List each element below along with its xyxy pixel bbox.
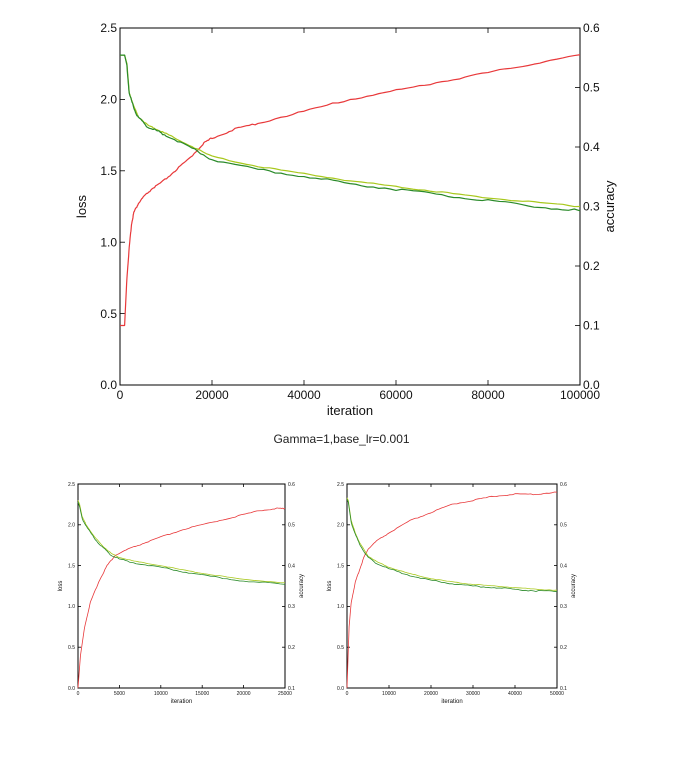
y-tick-label: 1.5 [100,164,117,178]
x-tick-label: 20000 [424,691,438,697]
y2-tick-label: 0.4 [288,563,295,569]
test-loss-line [119,54,581,212]
x-tick-label: 0 [346,691,349,697]
x-tick-label: 20000 [195,388,229,402]
y-tick-label: 1.0 [68,604,75,610]
x-tick-label: 100000 [560,388,600,402]
chart-small_right: 0 10000 20000 30000 40000 50000 0.0 0.5 1.0 1.5 2.… [327,482,577,705]
y-axis-label: loss [58,581,64,592]
x-tick-label: 40000 [508,691,522,697]
y-axis-label: loss [327,581,333,592]
y2-axis-label: accuracy [602,180,617,233]
y2-tick-label: 0.3 [583,200,600,214]
y2-tick-label: 0.3 [288,604,295,610]
x-axis-label: iteration [171,699,192,705]
y2-tick-label: 0.2 [583,259,600,273]
x-tick-label: 40000 [287,388,321,402]
accuracy-line [119,54,581,327]
y2-axis-label: accuracy [299,574,305,598]
y2-tick-label: 0.2 [560,645,567,651]
y-tick-label: 2.0 [68,523,75,529]
y2-tick-label: 0.1 [560,686,567,692]
y-tick-label: 0.5 [337,645,344,651]
accuracy-line [346,491,558,689]
y-tick-label: 1.5 [337,563,344,569]
y-tick-label: 0.5 [68,645,75,651]
x-tick-label: 50000 [550,691,564,697]
y2-tick-label: 0.4 [583,140,600,154]
y2-tick-label: 0.4 [560,563,567,569]
y-tick-label: 2.5 [100,21,117,35]
y-tick-label: 2.5 [337,482,344,488]
chart-main: 0 20000 40000 60000 80000 1000000.00.51.01.52… [74,21,617,418]
plot-frame [119,27,581,386]
x-tick-label: 15000 [195,691,209,697]
x-tick-label: 0 [77,691,80,697]
y2-tick-label: 0.6 [583,21,600,35]
y-tick-label: 0.5 [100,307,117,321]
y2-tick-label: 0.1 [288,686,295,692]
x-tick-label: 0 [117,388,124,402]
test-loss-line [77,501,286,585]
test-loss-line [346,499,558,593]
y2-tick-label: 0.6 [560,482,567,488]
y2-tick-label: 0.5 [560,523,567,529]
y-tick-label: 2.0 [100,93,117,107]
x-tick-label: 10000 [154,691,168,697]
y2-tick-label: 0.5 [583,81,600,95]
x-tick-label: 30000 [466,691,480,697]
accuracy-line [77,507,286,689]
y-tick-label: 1.0 [337,604,344,610]
plot-frame [346,483,558,689]
x-axis-label: iteration [441,699,462,705]
y-tick-label: 0.0 [68,686,75,692]
x-tick-label: 5000 [114,691,125,697]
plot-frame [77,483,286,689]
y2-tick-label: 0.6 [288,482,295,488]
y-axis-label: loss [74,194,89,218]
x-tick-label: 20000 [237,691,251,697]
y2-tick-label: 0.2 [288,645,295,651]
y-tick-label: 1.0 [100,235,117,249]
chart-small_left: 0 5000 10000 15000 20000 25000 0.0 0.5 1.0 1.5 2.0… [58,482,305,705]
x-tick-label: 60000 [379,388,413,402]
x-tick-label: 25000 [278,691,292,697]
y2-tick-label: 0.1 [583,319,600,333]
y-tick-label: 0.0 [100,378,117,392]
y2-tick-label: 0.5 [288,523,295,529]
x-axis-label: iteration [327,403,373,418]
y2-tick-label: 0.0 [583,378,600,392]
train-loss-line [346,497,558,591]
y2-axis-label: accuracy [571,574,577,598]
y-tick-label: 2.5 [68,482,75,488]
x-tick-label: 80000 [471,388,505,402]
y-tick-label: 2.0 [337,523,344,529]
y-tick-label: 0.0 [337,686,344,692]
x-tick-label: 10000 [382,691,396,697]
y-tick-label: 1.5 [68,563,75,569]
y2-tick-label: 0.3 [560,604,567,610]
train-loss-line [77,500,286,584]
figure-caption: Gamma=1,base_lr=0.001 [273,432,410,446]
